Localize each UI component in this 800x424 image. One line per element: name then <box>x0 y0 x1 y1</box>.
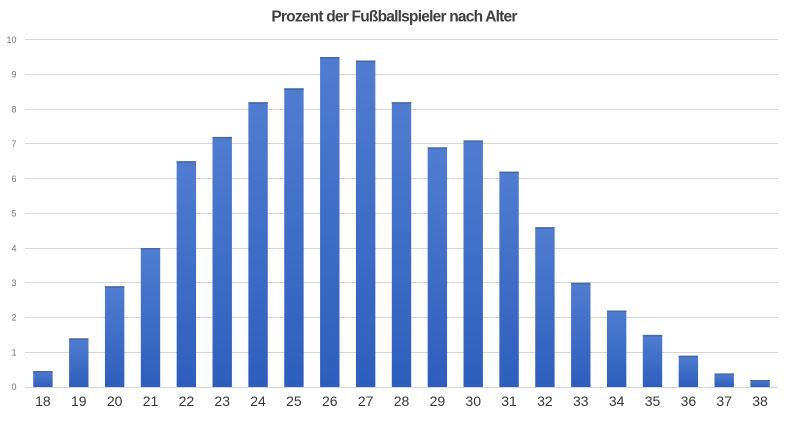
svg-text:21: 21 <box>143 393 159 409</box>
svg-text:35: 35 <box>645 393 661 409</box>
svg-text:38: 38 <box>752 393 768 409</box>
svg-text:7: 7 <box>11 139 16 149</box>
svg-text:10: 10 <box>6 35 16 45</box>
svg-text:0: 0 <box>11 382 16 392</box>
svg-text:28: 28 <box>394 393 410 409</box>
svg-text:31: 31 <box>501 393 517 409</box>
svg-text:32: 32 <box>537 393 553 409</box>
svg-text:27: 27 <box>358 393 374 409</box>
svg-text:36: 36 <box>681 393 697 409</box>
svg-text:3: 3 <box>11 278 16 288</box>
svg-text:37: 37 <box>716 393 732 409</box>
svg-text:18: 18 <box>35 393 51 409</box>
svg-text:6: 6 <box>11 174 16 184</box>
svg-text:22: 22 <box>179 393 195 409</box>
svg-text:5: 5 <box>11 209 16 219</box>
svg-text:8: 8 <box>11 104 16 114</box>
svg-text:34: 34 <box>609 393 625 409</box>
svg-text:24: 24 <box>250 393 266 409</box>
svg-text:33: 33 <box>573 393 589 409</box>
svg-text:26: 26 <box>322 393 338 409</box>
svg-text:25: 25 <box>286 393 302 409</box>
svg-text:2: 2 <box>11 313 16 323</box>
svg-text:9: 9 <box>11 70 16 80</box>
svg-text:19: 19 <box>71 393 87 409</box>
svg-text:4: 4 <box>11 243 16 253</box>
svg-text:23: 23 <box>214 393 230 409</box>
svg-text:1: 1 <box>11 348 16 358</box>
svg-text:29: 29 <box>430 393 446 409</box>
svg-text:20: 20 <box>107 393 123 409</box>
svg-text:Prozent der Fußballspieler nac: Prozent der Fußballspieler nach Alter <box>271 9 517 26</box>
svg-text:30: 30 <box>465 393 481 409</box>
